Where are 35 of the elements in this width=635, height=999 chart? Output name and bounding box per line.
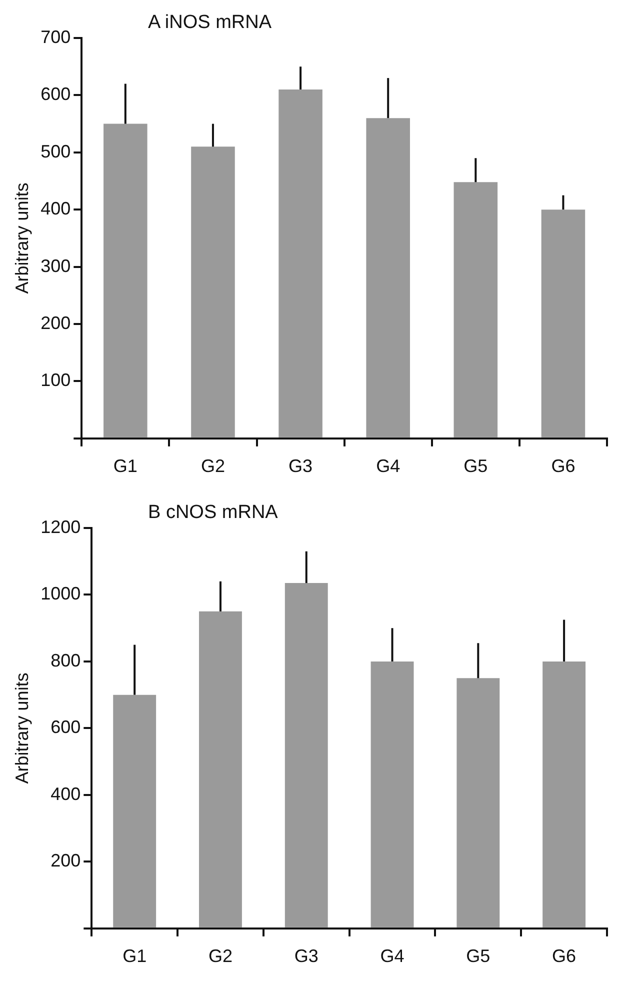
y-tick-label: 600 [40, 84, 71, 104]
x-tick-label: G5 [466, 946, 490, 966]
bar [542, 661, 586, 928]
bar [370, 661, 414, 928]
chart-title: A iNOS mRNA [148, 12, 272, 34]
x-tick-label: G3 [288, 456, 313, 476]
x-tick-label: G2 [208, 946, 232, 966]
y-tick-label: 100 [40, 370, 71, 390]
bar [284, 583, 328, 928]
y-tick-label: 400 [40, 198, 71, 219]
y-tick-label: 400 [50, 784, 81, 804]
x-tick-label: G3 [294, 946, 318, 966]
x-tick-label: G5 [464, 456, 488, 476]
x-tick-label: G6 [551, 456, 576, 476]
x-tick-label: G4 [380, 946, 404, 966]
chart-title: B cNOS mRNA [148, 502, 278, 524]
x-tick-label: G6 [552, 946, 576, 966]
y-tick-label: 800 [50, 650, 81, 670]
x-tick-label: G2 [200, 456, 225, 476]
y-tick-label: 200 [50, 850, 81, 871]
y-tick-label: 300 [40, 256, 71, 276]
y-tick-label: 600 [50, 717, 81, 738]
x-tick-label: G4 [376, 456, 400, 476]
y-tick-label: 1000 [40, 584, 81, 604]
y-axis-title: Arbitrary units [12, 182, 32, 294]
x-tick-label: G1 [113, 456, 138, 476]
y-axis-title: Arbitrary units [12, 672, 32, 784]
y-tick-label: 200 [40, 312, 71, 333]
y-tick-label: 1200 [40, 516, 81, 537]
bar [199, 611, 242, 928]
y-tick-label: 500 [40, 141, 71, 162]
y-tick-label: 700 [40, 26, 71, 47]
bar [456, 678, 500, 928]
bar [113, 694, 156, 928]
x-tick-label: G1 [122, 946, 147, 966]
